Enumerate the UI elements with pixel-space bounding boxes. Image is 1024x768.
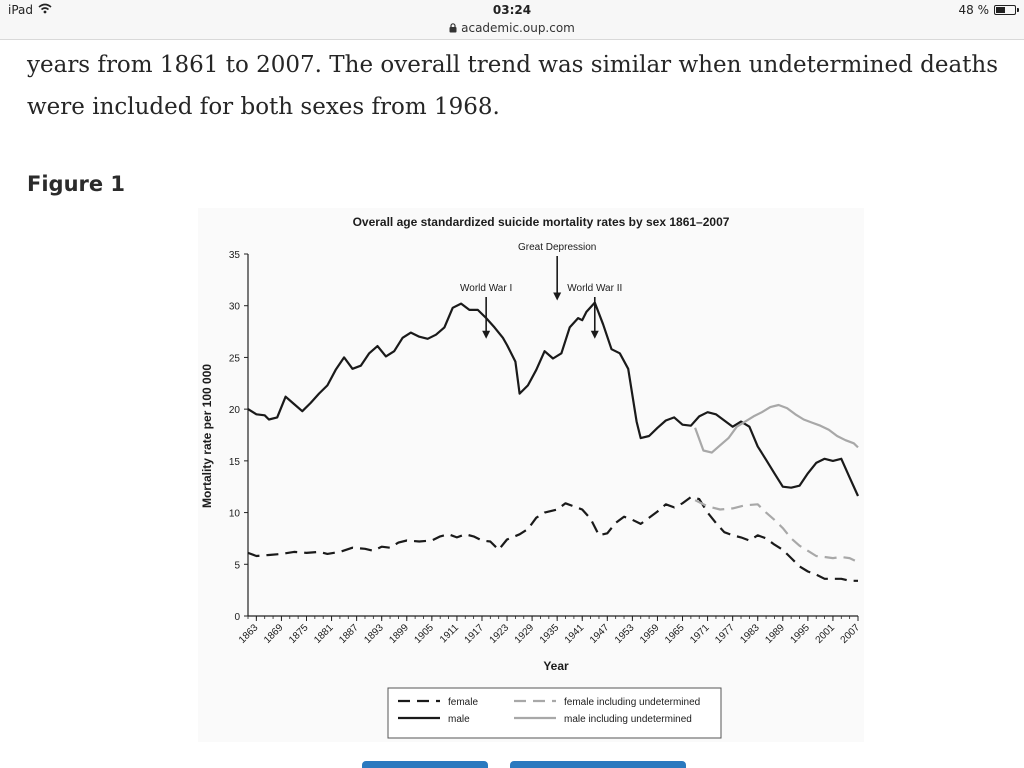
y-tick-label: 15	[229, 457, 241, 468]
y-tick-label: 0	[234, 612, 240, 623]
chart-series	[247, 301, 860, 582]
x-tick-label: 1977	[713, 622, 737, 646]
x-tick-label: 1875	[287, 622, 311, 646]
legend-box	[387, 687, 722, 739]
status-right: 48 %	[958, 3, 1019, 17]
x-tick-label: 1863	[237, 622, 261, 646]
x-tick-label: 1899	[387, 622, 411, 646]
x-tick-label: 1905	[412, 622, 436, 646]
x-tick-label: 1941	[563, 622, 587, 646]
bottom-button-left[interactable]	[362, 761, 488, 768]
battery-icon	[994, 5, 1019, 15]
x-tick-label: 1923	[488, 622, 512, 646]
article-paragraph: years from 1861 to 2007. The overall tre…	[27, 52, 999, 120]
y-tick-label: 30	[229, 302, 241, 313]
wifi-icon	[38, 3, 52, 17]
chart-legend: female female including undetermined male m…	[387, 687, 722, 739]
x-tick-label: 1971	[688, 622, 712, 646]
y-tick-label: 35	[229, 250, 241, 261]
series-line-female-including-undetermined	[694, 499, 859, 564]
x-tick-label: 1989	[763, 622, 787, 646]
battery-level	[996, 7, 1005, 13]
y-tick-label: 25	[229, 353, 241, 364]
battery-percent: 48 %	[958, 3, 990, 17]
y-axis-label: Mortality rate per 100 000	[200, 364, 214, 508]
series-line-male-including-undetermined	[694, 403, 859, 454]
device-label: iPad	[8, 3, 34, 17]
suicide-mortality-chart: Overall age standardized suicide mortali…	[200, 215, 863, 739]
x-tick-label: 2001	[814, 622, 838, 646]
chart-title: Overall age standardized suicide mortali…	[353, 215, 730, 229]
x-tick-label: 1995	[788, 622, 812, 646]
figure-image[interactable]: Overall age standardized suicide mortali…	[198, 208, 864, 742]
annotation-arrowhead	[482, 330, 491, 339]
x-tick-label: 2007	[839, 622, 863, 646]
legend-label: male	[448, 714, 470, 725]
url-text: academic.oup.com	[461, 21, 575, 35]
legend-label: female including undetermined	[564, 697, 700, 708]
status-time: 03:24	[492, 3, 532, 17]
x-tick-label: 1959	[638, 622, 662, 646]
y-tick-label: 20	[229, 405, 241, 416]
lock-icon	[449, 22, 457, 33]
x-tick-label: 1929	[513, 622, 537, 646]
legend-label: female	[448, 697, 478, 708]
x-tick-label: 1953	[613, 622, 637, 646]
x-tick-label: 1947	[588, 622, 612, 646]
annotation-label: World War I	[460, 283, 512, 294]
annotation-label: World War II	[567, 283, 622, 294]
x-tick-label: 1881	[312, 622, 336, 646]
legend-label: male including undetermined	[564, 714, 692, 725]
chart-annotations: Great Depression World War I World War II	[460, 242, 622, 339]
x-tick-label: 1911	[438, 622, 461, 645]
chart-axes: 0 5 10 15 20 25 30 35 1863 1869 1875 1881 1887 1893 18…	[229, 250, 863, 646]
status-left: iPad	[8, 3, 52, 17]
x-tick-label: 1983	[738, 622, 762, 646]
address-bar[interactable]: academic.oup.com	[0, 21, 1024, 35]
x-tick-label: 1887	[337, 622, 361, 646]
y-tick-label: 10	[229, 509, 241, 520]
annotation-arrowhead	[590, 330, 599, 339]
annotation-label: Great Depression	[518, 242, 596, 253]
figure-heading: Figure 1	[27, 172, 126, 196]
y-tick-label: 5	[234, 560, 240, 571]
bottom-button-right[interactable]	[510, 761, 686, 768]
x-tick-label: 1935	[538, 622, 562, 646]
x-tick-label: 1893	[362, 622, 386, 646]
series-line-male	[247, 301, 860, 497]
x-tick-label: 1869	[262, 622, 286, 646]
status-bar: iPad 03:24 academic.oup.com 48 %	[0, 0, 1024, 40]
x-axis-label: Year	[543, 659, 569, 673]
annotation-arrowhead	[553, 292, 562, 301]
x-tick-label: 1965	[663, 622, 687, 646]
series-line-female	[247, 496, 858, 582]
x-tick-label: 1917	[463, 622, 487, 646]
